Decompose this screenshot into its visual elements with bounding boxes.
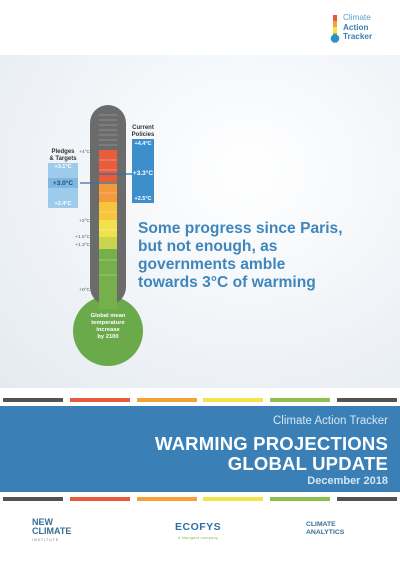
newclimate-logo: NEW CLIMATE INSTITUTE xyxy=(32,517,72,543)
color-stripes-top xyxy=(0,398,400,402)
headline: Some progress since Paris, but not enoug… xyxy=(138,220,343,291)
title-banner: Climate Action Tracker WARMING PROJECTIO… xyxy=(0,406,400,492)
thermometer-bulb xyxy=(73,296,143,366)
banner-date: December 2018 xyxy=(307,475,388,487)
color-stripe xyxy=(3,398,63,402)
color-stripe xyxy=(203,497,264,501)
tick-1-3c: +1.3°C xyxy=(75,243,90,248)
climate-action-tracker-logo: Climate Action Tracker xyxy=(330,13,390,45)
logo-word-climate: Climate xyxy=(343,13,371,22)
color-stripes-bottom xyxy=(0,497,400,501)
logo-word-tracker: Tracker xyxy=(343,32,373,41)
banner-title-line2: GLOBAL UPDATE xyxy=(227,453,388,474)
current-policies-bar xyxy=(132,139,154,203)
color-stripe xyxy=(336,497,397,501)
color-stripe xyxy=(203,398,264,402)
color-stripe xyxy=(69,497,130,501)
banner-title-line1: WARMING PROJECTIONS xyxy=(154,433,388,454)
current-low-value: +2.5°C xyxy=(134,196,152,202)
pledges-high-value: +3.1°C xyxy=(54,164,72,170)
color-stripe xyxy=(136,497,197,501)
current-policies-title: Current Policies xyxy=(131,125,155,138)
color-stripe xyxy=(270,398,331,402)
tick-4c: +4°C xyxy=(79,150,90,155)
pledges-mid-value: +3.0°C xyxy=(52,180,74,187)
pledges-low-value: +2.4°C xyxy=(54,201,72,207)
color-stripe xyxy=(136,398,197,402)
color-stripe xyxy=(3,497,63,501)
hero-illustration: Pledges & Targets Current Policies +3.1°… xyxy=(0,55,400,388)
thermometer-graphic xyxy=(48,105,154,366)
thermometer-logo-icon xyxy=(330,15,340,43)
climate-analytics-logo: CLIMATE ANALYTICS xyxy=(306,521,345,536)
tick-2c: +2°C xyxy=(79,219,90,224)
color-stripe xyxy=(270,497,331,501)
tick-1-5c: +1.5°C xyxy=(75,235,90,240)
color-stripe xyxy=(336,398,397,402)
current-mid-value: +3.3°C xyxy=(132,170,154,177)
current-high-value: +4.4°C xyxy=(134,141,152,147)
banner-subtitle: Climate Action Tracker xyxy=(272,415,388,427)
pledges-targets-title: Pledges & Targets xyxy=(49,149,77,162)
bulb-caption: Global mean temperature increase by 2100 xyxy=(90,313,126,340)
ecofys-logo: ECOFYS A Navigant company xyxy=(175,521,222,541)
logo-word-action: Action xyxy=(343,22,369,32)
color-stripe xyxy=(69,398,130,402)
tick-0c: +0°C xyxy=(79,288,90,293)
